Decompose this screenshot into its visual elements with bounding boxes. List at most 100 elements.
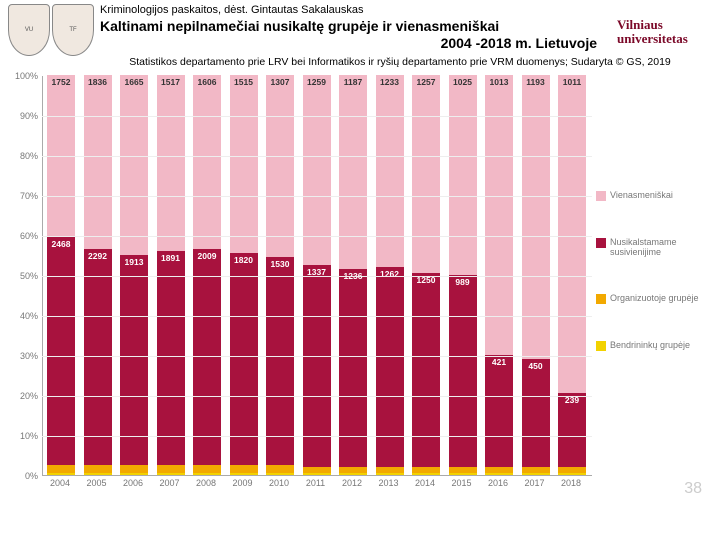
bar-segment-susivienijime: 1530 xyxy=(266,257,294,465)
bar-segment-susivienijime: 1891 xyxy=(157,251,185,465)
bar-column: 1013 421 xyxy=(485,75,513,475)
lecture-line: Kriminologijos paskaitos, dėst. Gintauta… xyxy=(100,4,617,16)
legend-item-susivienijime: Nusikalstamame susivienijime xyxy=(596,237,714,257)
y-tick: 50% xyxy=(0,271,42,281)
x-label: 2017 xyxy=(517,478,553,488)
bar-column: 12571250 xyxy=(412,75,440,475)
value-label: 1233 xyxy=(376,77,404,87)
bar-segment-susivienijime: 1262 xyxy=(376,267,404,467)
x-label: 2005 xyxy=(79,478,115,488)
y-tick: 10% xyxy=(0,431,42,441)
chart-area: 1752 2468 1836 2292 1665 1913 1517 1891 1606 2009… xyxy=(0,70,720,510)
grid-line xyxy=(42,276,592,277)
value-label: 1515 xyxy=(230,77,258,87)
bar-column: 12591337 xyxy=(303,75,331,475)
value-label: 1262 xyxy=(376,269,404,279)
bar-segment-organizuota xyxy=(230,465,258,473)
bar-segment-susivienijime: 2009 xyxy=(193,249,221,465)
bar-segment-bendrininku xyxy=(157,473,185,475)
bar-column: 1011239 xyxy=(558,75,586,475)
bar-segment-organizuota xyxy=(84,465,112,473)
legend-swatch xyxy=(596,191,606,201)
bar-segment-vienasmeniskai: 1187 xyxy=(339,75,367,269)
grid-line xyxy=(42,116,592,117)
bar-segment-vienasmeniskai: 1606 xyxy=(193,75,221,249)
uni-line2: universitetas xyxy=(617,31,688,46)
value-label: 2292 xyxy=(84,251,112,261)
y-tick: 60% xyxy=(0,231,42,241)
bar-segment-susivienijime: 421 xyxy=(485,355,513,467)
value-label: 1530 xyxy=(266,259,294,269)
bar-segment-vienasmeniskai: 1836 xyxy=(84,75,112,249)
bar-segment-bendrininku xyxy=(266,473,294,475)
slide-title: Kaltinami nepilnamečiai nusikaltę grupėj… xyxy=(100,18,617,52)
bar-segment-bendrininku xyxy=(412,473,440,475)
value-label: 1891 xyxy=(157,253,185,263)
value-label: 1836 xyxy=(84,77,112,87)
bar-segment-susivienijime: 2468 xyxy=(47,237,75,465)
bar-segment-bendrininku xyxy=(485,473,513,475)
bar-segment-organizuota xyxy=(47,465,75,473)
bar-segment-vienasmeniskai: 1013 xyxy=(485,75,513,355)
bar-column: 1515 1820 xyxy=(230,75,258,475)
bar-column: 1752 2468 xyxy=(47,75,75,475)
bar-segment-susivienijime: 1236 xyxy=(339,269,367,467)
bar-segment-susivienijime: 1250 xyxy=(412,273,440,467)
bar-segment-bendrininku xyxy=(193,473,221,475)
legend-swatch xyxy=(596,341,606,351)
value-label: 1913 xyxy=(120,257,148,267)
legend-item-bendrininku: Bendrininkų grupėje xyxy=(596,340,714,351)
value-label: 421 xyxy=(485,357,513,367)
bar-segment-bendrininku xyxy=(558,473,586,475)
title-line2: 2004 -2018 m. Lietuvoje xyxy=(100,35,617,52)
legend-label: Vienasmeniškai xyxy=(610,190,673,200)
bar-segment-susivienijime: 1913 xyxy=(120,255,148,465)
x-label: 2004 xyxy=(42,478,78,488)
y-tick: 100% xyxy=(0,71,42,81)
grid-line xyxy=(42,236,592,237)
x-label: 2018 xyxy=(553,478,589,488)
bar-segment-bendrininku xyxy=(230,473,258,475)
bar-segment-bendrininku xyxy=(449,473,477,475)
value-label: 1820 xyxy=(230,255,258,265)
value-label: 1752 xyxy=(47,77,75,87)
y-tick: 80% xyxy=(0,151,42,161)
legend-swatch xyxy=(596,294,606,304)
bar-column: 1606 2009 xyxy=(193,75,221,475)
x-label: 2009 xyxy=(225,478,261,488)
value-label: 2009 xyxy=(193,251,221,261)
bar-column: 1665 1913 xyxy=(120,75,148,475)
bar-column: 1836 2292 xyxy=(84,75,112,475)
y-tick: 90% xyxy=(0,111,42,121)
bar-segment-susivienijime: 2292 xyxy=(84,249,112,465)
x-label: 2007 xyxy=(152,478,188,488)
bar-segment-organizuota xyxy=(193,465,221,473)
bar-segment-vienasmeniskai: 1233 xyxy=(376,75,404,267)
y-tick: 0% xyxy=(0,471,42,481)
bar-segment-bendrininku xyxy=(120,473,148,475)
value-label: 1517 xyxy=(157,77,185,87)
value-label: 1665 xyxy=(120,77,148,87)
legend-label: Organizuotoje grupėje xyxy=(610,293,699,303)
title-line1: Kaltinami nepilnamečiai nusikaltę grupėj… xyxy=(100,18,499,34)
grid-line xyxy=(42,196,592,197)
x-label: 2008 xyxy=(188,478,224,488)
grid-line xyxy=(42,436,592,437)
bar-segment-bendrininku xyxy=(339,473,367,475)
legend-item-vienasmeniskai: Vienasmeniškai xyxy=(596,190,714,201)
y-tick: 40% xyxy=(0,311,42,321)
value-label: 450 xyxy=(522,361,550,371)
y-tick: 30% xyxy=(0,351,42,361)
grid-line xyxy=(42,316,592,317)
vu-crest-icon: VU xyxy=(8,4,50,56)
bar-segment-vienasmeniskai: 1257 xyxy=(412,75,440,273)
bar-segment-vienasmeniskai: 1515 xyxy=(230,75,258,253)
value-label: 1013 xyxy=(485,77,513,87)
y-tick: 70% xyxy=(0,191,42,201)
x-label: 2014 xyxy=(407,478,443,488)
value-label: 1259 xyxy=(303,77,331,87)
legend: Vienasmeniškai Nusikalstamame susivieniji… xyxy=(596,190,714,387)
bar-column: 13071530 xyxy=(266,75,294,475)
y-tick: 20% xyxy=(0,391,42,401)
value-label: 1606 xyxy=(193,77,221,87)
